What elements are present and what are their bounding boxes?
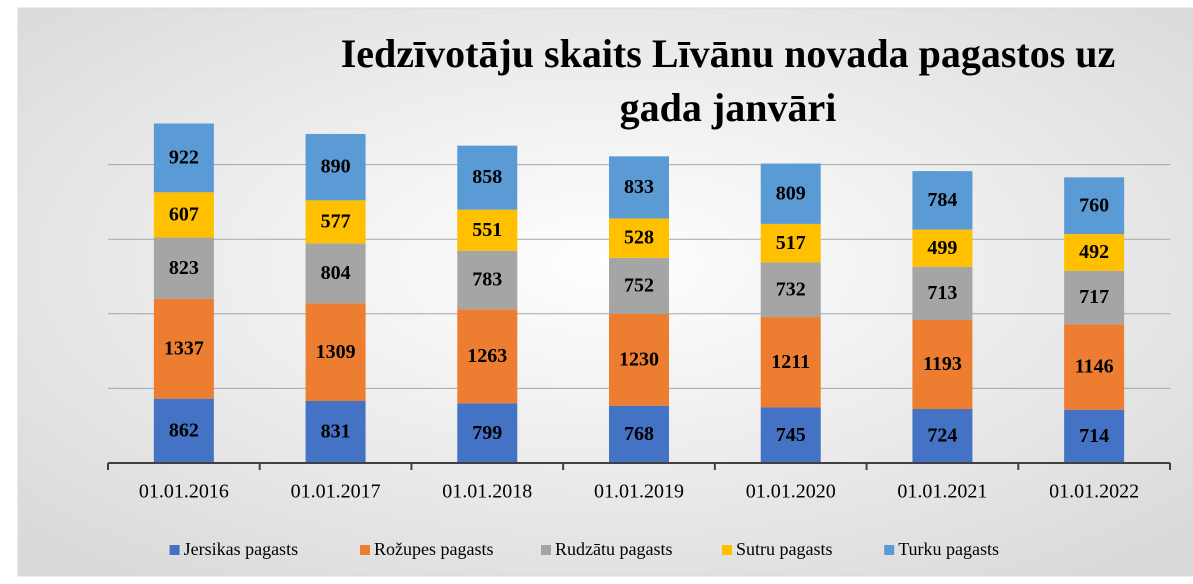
- bar-segment: [760, 163, 821, 224]
- bar-segment: [305, 303, 366, 402]
- data-label: 760: [1079, 194, 1109, 216]
- bar-segment: [153, 192, 214, 238]
- data-label: 922: [169, 146, 199, 168]
- bar-segment: [457, 145, 518, 210]
- bar-segment: [305, 243, 366, 304]
- data-label: 1211: [771, 351, 810, 373]
- bar-segment: [760, 407, 821, 463]
- data-label: 831: [321, 421, 351, 443]
- data-label: 858: [472, 166, 502, 188]
- data-label: 1193: [923, 353, 962, 375]
- bar-segment: [912, 408, 973, 463]
- bar-segment: [1064, 409, 1125, 463]
- data-label: 1230: [619, 348, 659, 370]
- bar-segment: [1064, 234, 1125, 271]
- bar-segment: [912, 229, 973, 267]
- x-tick-label: 01.01.2016: [139, 481, 229, 503]
- data-label: 528: [624, 227, 654, 249]
- bar-segment: [153, 398, 214, 463]
- data-label: 768: [624, 423, 654, 445]
- legend-swatch: [722, 545, 732, 555]
- bar-segment: [1064, 324, 1125, 410]
- data-label: 1146: [1075, 356, 1114, 378]
- legend-swatch: [541, 545, 551, 555]
- data-label: 890: [321, 156, 351, 178]
- x-tick-label: 01.01.2022: [1049, 481, 1139, 503]
- data-label: 551: [472, 219, 502, 241]
- legend-label: Sutru pagasts: [736, 539, 833, 559]
- data-label: 1263: [467, 345, 507, 367]
- legend-swatch: [360, 545, 370, 555]
- bar-segment: [1064, 177, 1125, 235]
- bar-segment: [457, 209, 518, 251]
- bar-segment: [609, 257, 669, 314]
- bar-segment: [153, 298, 214, 399]
- data-label: 783: [472, 269, 502, 291]
- bar-segment: [760, 223, 821, 263]
- legend-label: Rožupes pagasts: [374, 539, 493, 559]
- bar-segment: [457, 309, 518, 404]
- data-label: 809: [776, 182, 806, 204]
- legend-label: Rudzātu pagasts: [555, 539, 672, 559]
- data-label: 717: [1079, 286, 1109, 308]
- bar-segment: [912, 266, 973, 320]
- bar-segment: [305, 401, 366, 463]
- legend-label: Turku pagasts: [898, 539, 999, 559]
- bar-segment: [760, 317, 821, 408]
- bar-segment: [1064, 270, 1125, 325]
- bar-segment: [305, 200, 366, 244]
- data-label: 784: [927, 189, 957, 211]
- data-label: 745: [776, 424, 806, 446]
- data-label: 713: [927, 282, 957, 304]
- x-tick-label: 01.01.2019: [594, 481, 684, 503]
- legend-swatch: [884, 545, 895, 555]
- data-label: 607: [169, 204, 199, 226]
- data-label: 752: [624, 274, 654, 296]
- bar-segment: [153, 123, 214, 193]
- data-label: 799: [472, 422, 502, 444]
- data-label: 714: [1079, 425, 1109, 447]
- bar-segment: [153, 237, 214, 299]
- x-tick-label: 01.01.2021: [897, 481, 987, 503]
- data-label: 499: [927, 237, 957, 259]
- chart-title: Iedzīvotāju skaits Līvānu novada pagasto…: [341, 31, 1116, 76]
- data-label: 804: [321, 262, 351, 284]
- legend-label: Jersikas pagasts: [184, 539, 298, 559]
- bar-segment: [609, 313, 669, 406]
- x-tick-label: 01.01.2017: [291, 481, 381, 503]
- bar-segment: [609, 218, 669, 258]
- bar-segment: [457, 250, 518, 310]
- data-label: 577: [321, 210, 351, 232]
- x-tick-label: 01.01.2020: [746, 481, 836, 503]
- chart-title: gada janvāri: [620, 85, 837, 130]
- bar-segment: [457, 403, 518, 463]
- bar-segment: [609, 405, 669, 463]
- bar-segment: [912, 171, 973, 230]
- data-label: 833: [624, 176, 654, 198]
- data-label: 724: [927, 425, 957, 447]
- data-label: 1309: [316, 341, 356, 363]
- bar-segment: [912, 319, 973, 409]
- data-label: 1337: [164, 337, 204, 359]
- data-label: 823: [169, 257, 199, 279]
- x-tick-label: 01.01.2018: [442, 481, 532, 503]
- data-label: 862: [169, 419, 199, 441]
- data-label: 492: [1079, 241, 1109, 263]
- bar-segment: [305, 133, 366, 201]
- legend-swatch: [169, 545, 180, 555]
- data-label: 517: [776, 232, 806, 254]
- bar-segment: [760, 262, 821, 318]
- bar-segment: [609, 156, 669, 219]
- data-label: 732: [776, 278, 806, 300]
